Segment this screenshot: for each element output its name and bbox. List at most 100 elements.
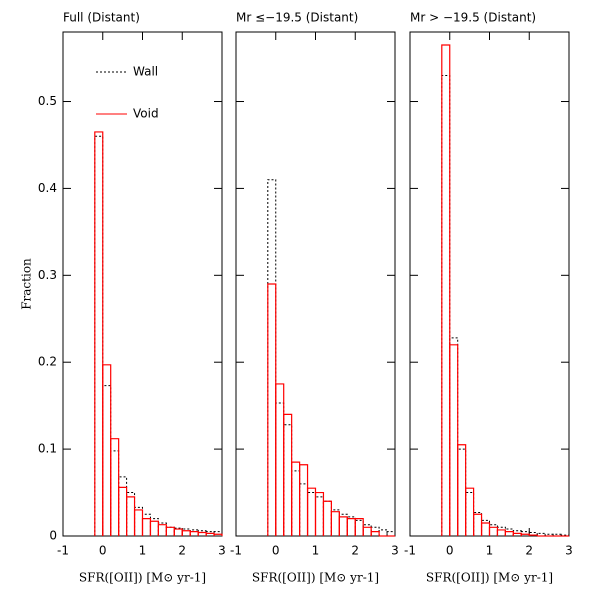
histogram-bin (102, 385, 112, 536)
histogram-bin (283, 413, 293, 536)
histogram-bin (322, 500, 332, 536)
histogram-bin (449, 344, 459, 536)
x-tick-label: -1 (230, 544, 242, 558)
histogram-bin (118, 486, 128, 536)
histogram-bin (465, 487, 475, 536)
histogram-bin (378, 529, 388, 536)
histogram-bin (94, 131, 104, 536)
x-tick-label: 2 (178, 544, 186, 558)
histogram-bin (213, 533, 223, 536)
histogram-bin (504, 531, 514, 536)
y-tick-label: 0.3 (38, 268, 57, 282)
histogram-bin (346, 516, 356, 536)
histogram-bin (181, 528, 191, 536)
histogram-bin (126, 492, 136, 536)
histogram-bin (315, 496, 324, 536)
histogram-bin (386, 531, 396, 536)
x-axis-label: SFR([OII]) [M⊙ yr-1] (79, 571, 206, 585)
x-tick-label: 1 (486, 544, 494, 558)
y-tick-label: 0.2 (38, 355, 57, 369)
legend-label: Void (133, 107, 159, 121)
histogram-bin (267, 179, 277, 536)
panel-title: Full (Distant) (63, 11, 140, 25)
histogram-bin (473, 512, 483, 536)
histogram-bin (275, 383, 285, 536)
histogram-bin (306, 487, 317, 536)
panel-title: Mr ≤−19.5 (Distant) (236, 11, 358, 25)
x-tick-label: 1 (312, 544, 320, 558)
histogram-bin (173, 528, 183, 536)
x-tick-label: 3 (391, 544, 399, 558)
x-tick-label: -1 (404, 544, 416, 558)
histogram-bin (267, 283, 277, 536)
histogram-bin (189, 531, 199, 536)
histogram-bin (441, 44, 451, 536)
histogram-bin (362, 526, 372, 536)
histogram-bin (165, 526, 175, 536)
histogram-bin (291, 470, 301, 536)
plot-frame (235, 31, 396, 537)
histogram-bin (205, 531, 215, 536)
y-tick-label: 0.1 (38, 442, 57, 456)
histogram-bin (346, 518, 356, 536)
histogram-bin (133, 509, 144, 536)
histogram-bin (165, 526, 175, 536)
histogram-bin (354, 519, 364, 536)
histogram-bin (110, 450, 120, 536)
histogram-bin (473, 513, 483, 536)
y-tick-label: 0.5 (38, 94, 57, 108)
x-tick-label: 2 (351, 544, 359, 558)
panel-title: Mr > −19.5 (Distant) (410, 11, 536, 25)
histogram-bin (157, 524, 167, 536)
histogram-bin (110, 438, 120, 536)
x-tick-label: 3 (565, 544, 573, 558)
histogram-bin (134, 506, 143, 536)
histogram-bin (457, 448, 467, 536)
histogram-bin (213, 531, 223, 536)
histogram-bin (449, 337, 459, 536)
histogram-bin (496, 529, 506, 536)
histogram-bin (489, 524, 498, 536)
histogram-bin (157, 522, 167, 536)
histogram-bin (512, 530, 522, 536)
histogram-bin (299, 483, 309, 536)
histogram-bin (330, 509, 340, 536)
histogram-bin (94, 135, 104, 536)
histogram-bin (370, 531, 380, 536)
histogram-bin (275, 402, 285, 536)
histogram-bin (118, 476, 128, 536)
histogram-bin (465, 492, 475, 536)
histogram-bin (299, 464, 309, 536)
histogram-bin (354, 518, 364, 536)
histogram-bin (544, 533, 554, 536)
histogram-bin (291, 461, 301, 536)
y-axis-label: Fraction (20, 258, 34, 310)
y-tick-label: 0 (49, 529, 57, 543)
histogram-bin (330, 511, 340, 536)
histogram-bin (142, 513, 151, 536)
y-tick-label: 0.4 (38, 181, 57, 195)
histogram-bin (314, 491, 325, 536)
histogram-bin (141, 518, 152, 536)
histogram-bin (307, 492, 316, 536)
x-tick-label: 0 (272, 544, 280, 558)
histogram-bin (322, 500, 332, 536)
x-tick-label: 0 (99, 544, 107, 558)
x-tick-label: -1 (57, 544, 69, 558)
histogram-bin (189, 529, 199, 536)
x-tick-label: 2 (525, 544, 533, 558)
histogram-bin (197, 531, 207, 536)
histogram-bin (552, 533, 562, 536)
histogram-bin (362, 524, 372, 536)
histogram-bin (457, 444, 467, 536)
histogram-bin (338, 516, 348, 536)
x-axis-label: SFR([OII]) [M⊙ yr-1] (252, 571, 379, 585)
x-tick-label: 0 (446, 544, 454, 558)
histogram-bin (480, 522, 491, 536)
plot-frame (409, 31, 570, 537)
histogram-bin (520, 531, 530, 536)
histogram-bin (102, 364, 112, 536)
x-axis-label: SFR([OII]) [M⊙ yr-1] (426, 571, 553, 585)
x-tick-label: 1 (139, 544, 147, 558)
